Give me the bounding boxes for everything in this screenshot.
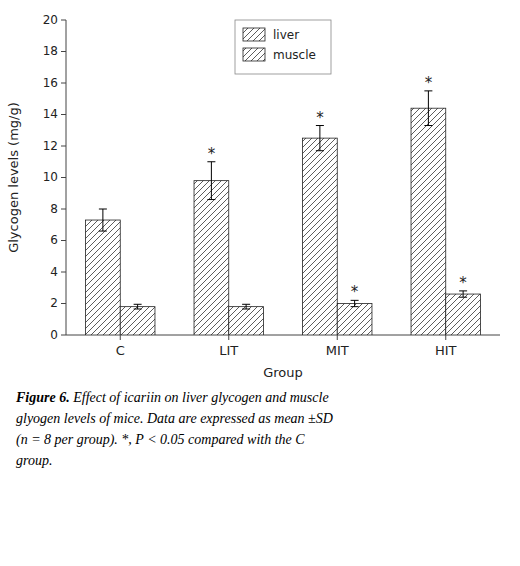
y-axis: 0 2 4 6 8 10 12 14 16 18 20 bbox=[43, 13, 66, 342]
y-tick-label: 12 bbox=[43, 139, 58, 153]
y-tick-label: 20 bbox=[43, 13, 58, 27]
x-axis: C LIT MIT HIT bbox=[66, 335, 500, 358]
y-tick-label: 14 bbox=[43, 107, 58, 121]
caption-text: (n = 8 per group). *, P < 0.05 compared … bbox=[16, 432, 305, 448]
y-tick-label: 4 bbox=[50, 265, 58, 279]
caption-line: (n = 8 per group). *, P < 0.05 compared … bbox=[16, 432, 305, 448]
legend: liver muscle bbox=[235, 20, 331, 74]
y-tick-label: 2 bbox=[50, 296, 58, 310]
y-tick-label: 6 bbox=[50, 233, 58, 247]
y-tick bbox=[61, 303, 66, 304]
y-tick bbox=[61, 240, 66, 241]
bar bbox=[86, 220, 121, 335]
error-bar bbox=[424, 91, 432, 126]
caption-text: glyogen levels of mice. Data are express… bbox=[16, 411, 333, 426]
caption-line: Figure 6. Effect of icariin on liver gly… bbox=[15, 390, 329, 405]
y-tick-label: 0 bbox=[50, 328, 58, 342]
caption-line: glyogen levels of mice. Data are express… bbox=[16, 411, 333, 426]
significance-marks: * * * * * bbox=[208, 74, 468, 301]
y-tick bbox=[61, 209, 66, 210]
caption-label: Figure 6. bbox=[15, 390, 70, 405]
y-tick bbox=[61, 177, 66, 178]
error-bar bbox=[134, 304, 142, 309]
y-tick-label: 8 bbox=[50, 202, 58, 216]
bar bbox=[446, 294, 481, 335]
y-tick bbox=[61, 272, 66, 273]
bar bbox=[229, 307, 264, 335]
x-tick-label: MIT bbox=[326, 343, 349, 358]
legend-swatch bbox=[243, 28, 265, 41]
y-tick-label: 16 bbox=[43, 76, 58, 90]
y-tick bbox=[61, 146, 66, 147]
error-bar bbox=[99, 209, 107, 231]
y-axis-title: Glycogen levels (mg/g) bbox=[6, 102, 21, 253]
y-tick bbox=[61, 114, 66, 115]
y-tick bbox=[61, 51, 66, 52]
significance-mark: * bbox=[459, 274, 467, 292]
caption-text: group. bbox=[16, 453, 52, 468]
x-tick bbox=[228, 335, 229, 340]
legend-label: muscle bbox=[273, 48, 316, 62]
bar bbox=[337, 304, 372, 336]
caption: Figure 6. Effect of icariin on liver gly… bbox=[15, 390, 333, 468]
legend-label: liver bbox=[273, 28, 299, 42]
bar bbox=[411, 108, 446, 335]
bar bbox=[194, 181, 229, 335]
y-tick bbox=[61, 20, 66, 21]
bar bbox=[120, 307, 155, 335]
x-tick-label: HIT bbox=[435, 343, 457, 358]
error-bar bbox=[242, 304, 250, 309]
significance-mark: * bbox=[351, 283, 359, 301]
x-tick-label: C bbox=[116, 343, 125, 358]
x-tick bbox=[120, 335, 121, 340]
error-bar bbox=[316, 126, 324, 151]
bar bbox=[303, 138, 338, 335]
significance-mark: * bbox=[425, 74, 433, 92]
x-axis-title: Group bbox=[263, 365, 303, 380]
x-tick bbox=[337, 335, 338, 340]
legend-frame bbox=[235, 20, 331, 74]
significance-mark: * bbox=[208, 145, 216, 163]
x-tick-label: LIT bbox=[219, 343, 238, 358]
y-tick-label: 10 bbox=[43, 170, 58, 184]
y-tick-label: 18 bbox=[43, 44, 58, 58]
legend-swatch bbox=[243, 48, 265, 61]
x-tick bbox=[445, 335, 446, 340]
y-tick bbox=[61, 335, 66, 336]
bars bbox=[86, 91, 481, 335]
chart: 0 2 4 6 8 10 12 14 16 18 20 Glycogen levels (mg/g) C… bbox=[0, 0, 520, 566]
error-bar bbox=[207, 162, 215, 200]
caption-text: Effect of icariin on liver glycogen and … bbox=[70, 390, 329, 405]
significance-mark: * bbox=[316, 109, 324, 127]
y-tick bbox=[61, 83, 66, 84]
caption-line: group. bbox=[16, 453, 52, 468]
